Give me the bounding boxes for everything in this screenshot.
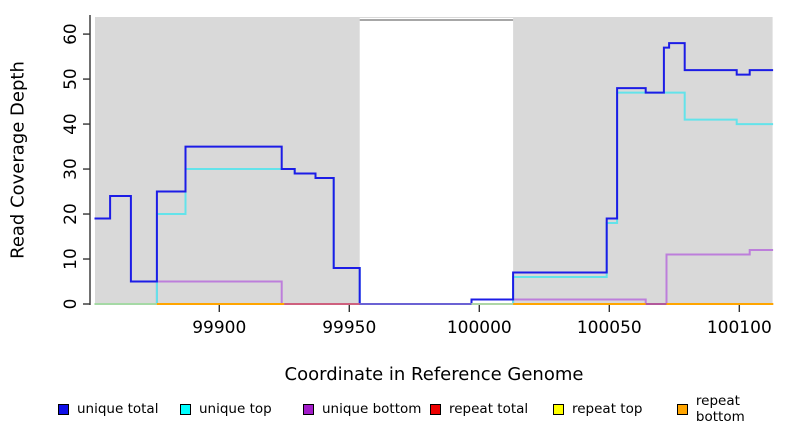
y-tick-label: 60 (61, 23, 81, 45)
x-tick-label: 100000 (447, 318, 512, 338)
y-tick-label: 50 (61, 68, 81, 90)
legend-item-repeat-total: repeat total (430, 401, 528, 417)
x-axis-title: Coordinate in Reference Genome (284, 364, 584, 385)
legend-label-repeat-total: repeat total (449, 401, 529, 417)
legend-label-repeat-top: repeat top (572, 401, 643, 417)
y-tick-label: 0 (61, 299, 81, 310)
x-tick-label: 99900 (192, 318, 246, 338)
series-line-unique-total (94, 42, 774, 305)
x-tick-label: 99950 (322, 318, 376, 338)
legend-label-unique-total: unique total (77, 401, 159, 417)
y-tick-label: 20 (61, 203, 81, 225)
legend-item-unique-total: unique total (58, 401, 158, 417)
x-tick-label: 100050 (577, 318, 642, 338)
legend-swatch-repeat-bottom (677, 403, 688, 415)
y-tick-label: 40 (61, 113, 81, 135)
y-tick-label: 10 (61, 248, 81, 270)
legend-swatch-repeat-total (430, 403, 441, 415)
legend-item-unique-bottom: unique bottom (303, 401, 421, 417)
legend-label-unique-top: unique top (199, 401, 272, 417)
y-axis-title: Read Coverage Depth (7, 61, 29, 259)
y-tick-label: 30 (61, 158, 81, 180)
legend-swatch-unique-top (180, 403, 191, 415)
legend-label-unique-bottom: unique bottom (322, 401, 422, 417)
legend-item-repeat-bottom: repeat bottom (677, 393, 792, 425)
legend-swatch-unique-total (58, 403, 69, 415)
legend-item-unique-top: unique top (180, 401, 272, 417)
legend: unique total unique top unique bottom re… (0, 393, 792, 425)
masked-region (359, 18, 514, 304)
legend-item-repeat-top: repeat top (553, 401, 642, 417)
legend-swatch-repeat-top (553, 403, 564, 415)
series-line-unique-bottom (94, 249, 774, 305)
legend-label-repeat-bottom: repeat bottom (695, 393, 745, 425)
legend-swatch-unique-bottom (303, 403, 314, 415)
x-tick-label: 100100 (707, 318, 772, 338)
